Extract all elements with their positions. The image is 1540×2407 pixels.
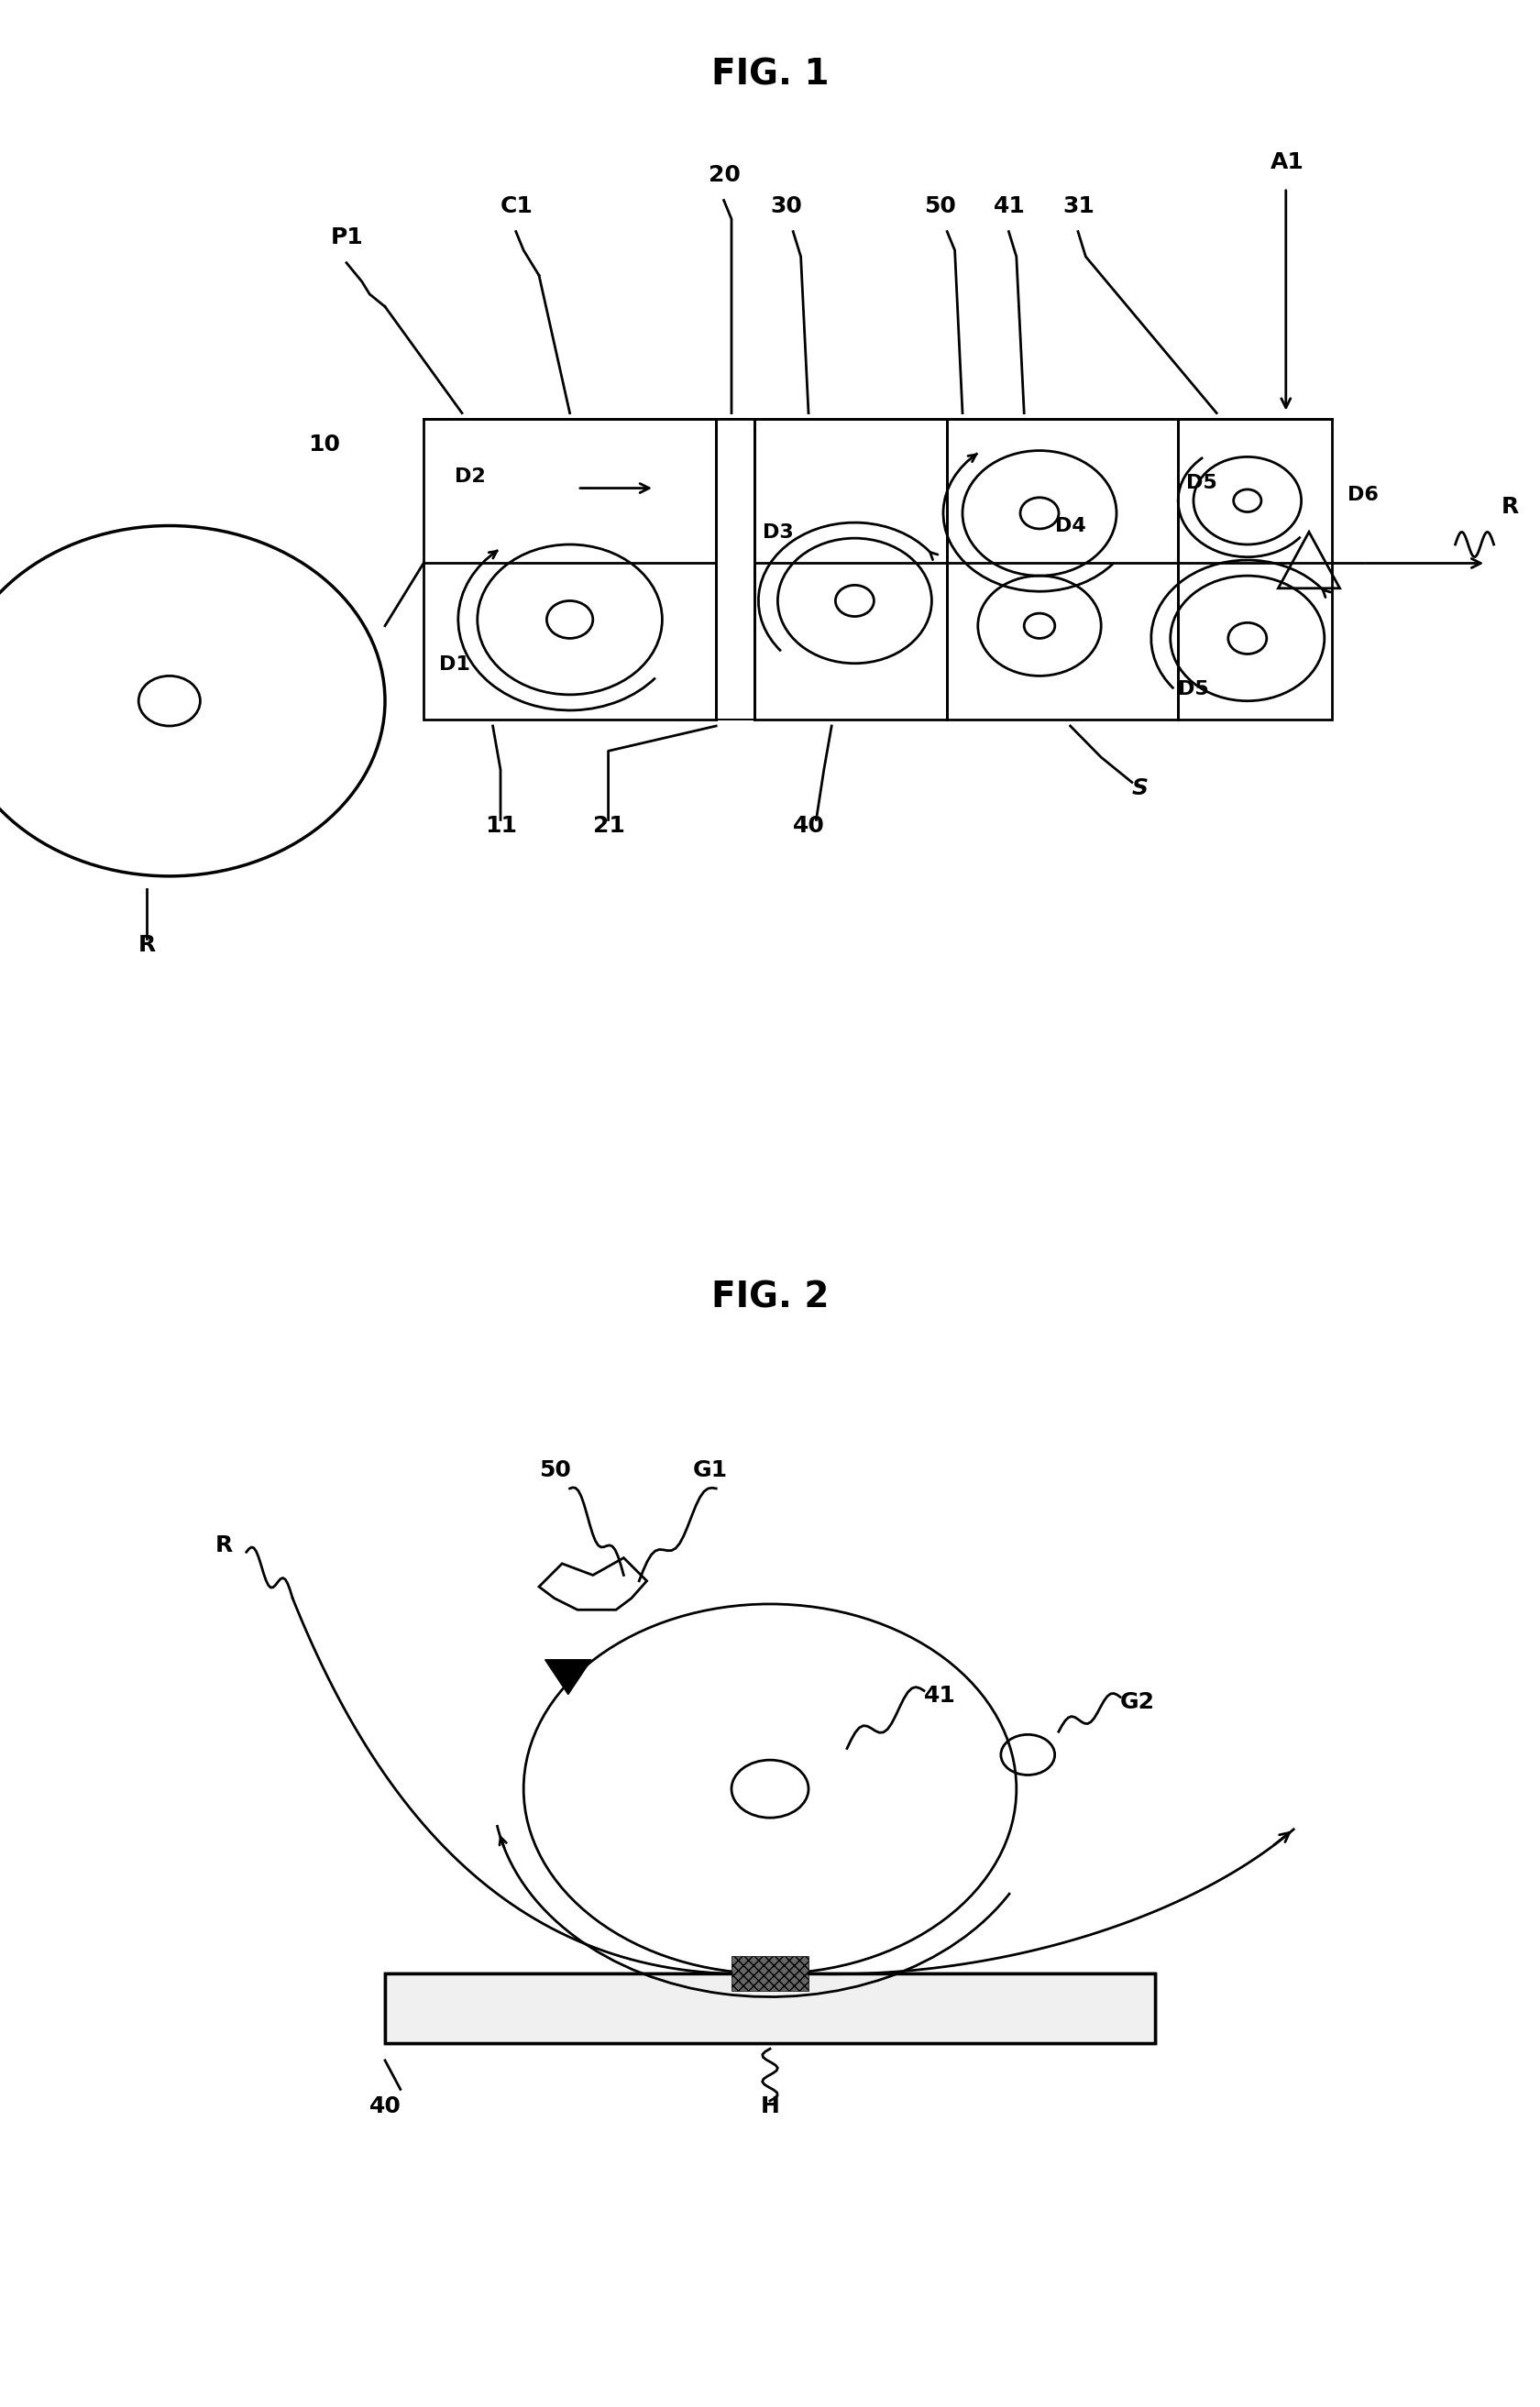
Text: 31: 31 xyxy=(1063,195,1095,217)
Text: 20: 20 xyxy=(708,164,741,185)
Text: C1: C1 xyxy=(500,195,533,217)
Text: D5: D5 xyxy=(1178,681,1209,698)
Text: D5: D5 xyxy=(1186,474,1217,491)
Text: D6: D6 xyxy=(1348,486,1378,505)
Text: 40: 40 xyxy=(793,816,825,838)
Polygon shape xyxy=(545,1661,591,1695)
Text: 50: 50 xyxy=(924,195,956,217)
Text: 40: 40 xyxy=(370,2094,402,2118)
Text: D1: D1 xyxy=(439,655,470,674)
Text: 21: 21 xyxy=(593,816,625,838)
Text: P1: P1 xyxy=(331,226,363,248)
Bar xyxy=(424,419,716,720)
Bar xyxy=(947,419,1178,720)
Text: G2: G2 xyxy=(1120,1692,1155,1714)
Text: R: R xyxy=(216,1536,233,1557)
Text: FIG. 2: FIG. 2 xyxy=(711,1281,829,1314)
Text: 10: 10 xyxy=(308,433,340,455)
Text: R: R xyxy=(1502,496,1518,518)
Bar xyxy=(1178,419,1332,720)
Bar xyxy=(732,1957,809,1991)
Text: 41: 41 xyxy=(993,195,1026,217)
Text: 41: 41 xyxy=(924,1685,956,1707)
Bar xyxy=(755,419,947,720)
Text: 50: 50 xyxy=(539,1459,571,1483)
Bar xyxy=(385,1974,1155,2044)
Text: D2: D2 xyxy=(454,467,485,486)
Text: G1: G1 xyxy=(693,1459,728,1483)
Text: S: S xyxy=(1132,777,1149,799)
Text: D4: D4 xyxy=(1055,518,1086,537)
Text: D3: D3 xyxy=(762,525,793,542)
Text: R: R xyxy=(139,934,156,956)
Text: 30: 30 xyxy=(770,195,802,217)
Text: A1: A1 xyxy=(1270,152,1304,173)
Text: H: H xyxy=(761,2094,779,2118)
Bar xyxy=(385,1974,1155,2044)
Text: FIG. 1: FIG. 1 xyxy=(711,58,829,91)
Text: 11: 11 xyxy=(485,816,517,838)
